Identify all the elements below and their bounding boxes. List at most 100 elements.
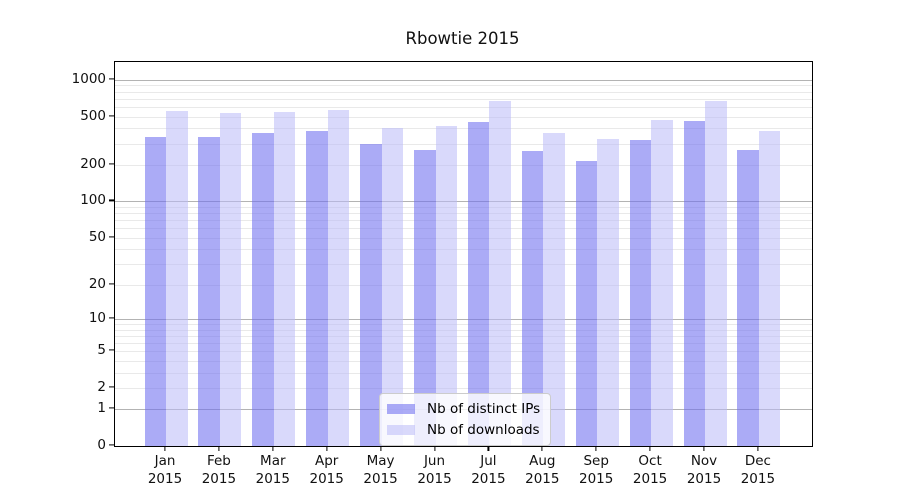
y-tick-mark-500: [109, 114, 114, 117]
bar-ips-aug: [521, 150, 544, 446]
x-tick-month: Dec: [744, 453, 771, 469]
gridline-90: [115, 206, 812, 208]
x-tick-year: 2015: [686, 471, 722, 487]
x-tick-month: Mar: [260, 453, 286, 469]
x-tick-label-apr: Apr 2015: [287, 452, 367, 488]
x-tick-label-sep: Sep 2015: [556, 452, 636, 488]
x-tick-mark-may: [380, 446, 382, 451]
y-tick-mark-20: [109, 283, 114, 285]
y-tick-label-5: 5: [97, 342, 106, 358]
x-tick-mark-apr: [326, 446, 328, 451]
gridline-70: [115, 220, 812, 222]
x-tick-label-may: May 2015: [341, 452, 421, 488]
x-tick-month: Nov: [690, 453, 718, 469]
legend-entry-ips: Nb of distinct IPs: [387, 401, 540, 417]
y-tick-label-0: 0: [97, 437, 106, 453]
gridline-8: [115, 329, 812, 331]
x-tick-mark-nov: [703, 446, 705, 451]
bar-downloads-may: [381, 128, 404, 446]
x-tick-mark-jan: [164, 446, 166, 451]
gridline-1000: [115, 79, 812, 81]
bar-downloads-feb: [219, 113, 242, 446]
y-tick-label-1000: 1000: [71, 70, 106, 87]
x-tick-year: 2015: [471, 471, 506, 487]
gridline-6: [115, 342, 812, 344]
bar-ips-dec: [737, 149, 759, 446]
x-tick-mark-jul: [487, 446, 489, 451]
x-tick-mark-aug: [541, 446, 543, 451]
bar-ips-apr: [306, 131, 328, 446]
y-tick-mark-2: [109, 386, 114, 388]
bar-ips-mar: [252, 133, 274, 446]
bar-ips-may: [360, 144, 382, 446]
gridline-900: [115, 85, 812, 87]
x-tick-month: Jan: [154, 453, 176, 469]
x-tick-year: 2015: [363, 471, 398, 487]
gridline-40: [115, 249, 812, 251]
legend-entry-downloads: Nb of downloads: [387, 422, 540, 438]
legend: Nb of distinct IPs Nb of downloads: [379, 393, 552, 446]
gridline-300: [115, 143, 812, 145]
x-tick-label-oct: Oct 2015: [610, 452, 690, 488]
x-tick-year: 2015: [309, 471, 344, 487]
y-tick-mark-200: [109, 163, 114, 165]
y-tick-label-50: 50: [88, 228, 106, 245]
x-tick-year: 2015: [632, 471, 668, 487]
bar-downloads-apr: [327, 109, 350, 446]
x-tick-year: 2015: [740, 471, 776, 487]
x-tick-year: 2015: [417, 471, 452, 487]
y-tick-mark-0: [109, 444, 114, 446]
gridline-30: [115, 264, 812, 265]
bar-downloads-aug: [543, 133, 565, 446]
gridline-4: [115, 360, 812, 362]
x-tick-label-dec: Dec 2015: [718, 452, 798, 488]
bar-downloads-mar: [273, 111, 296, 446]
gridline-100: [115, 201, 812, 203]
x-tick-month: Jun: [423, 453, 446, 469]
y-tick-label-2: 2: [97, 378, 106, 395]
y-tick-label-100: 100: [80, 192, 106, 209]
chart-title: Rbowtie 2015: [405, 29, 520, 48]
bar-downloads-jan: [166, 110, 188, 446]
x-tick-month: Aug: [529, 453, 556, 469]
y-tick-mark-5: [109, 349, 114, 351]
y-tick-label-200: 200: [80, 155, 106, 172]
x-tick-month: Apr: [315, 453, 339, 469]
bar-downloads-dec: [758, 130, 781, 446]
y-tick-label-500: 500: [80, 107, 106, 124]
x-tick-month: Oct: [638, 453, 662, 469]
bar-ips-feb: [198, 137, 220, 446]
plot-area: Nb of distinct IPs Nb of downloads: [114, 61, 813, 447]
y-tick-mark-50: [109, 236, 114, 238]
x-tick-label-jul: Jul 2015: [448, 452, 528, 488]
x-tick-month: Feb: [206, 453, 231, 469]
y-tick-label-10: 10: [88, 309, 106, 326]
legend-label-downloads: Nb of downloads: [427, 422, 540, 438]
y-tick-label-1: 1: [97, 400, 106, 417]
gridline-600: [115, 106, 812, 108]
gridline-20: [115, 284, 812, 286]
legend-swatch-ips: [387, 404, 415, 414]
gridline-5: [115, 351, 812, 352]
gridline-700: [115, 98, 812, 100]
y-tick-mark-10: [109, 317, 114, 319]
x-tick-label-aug: Aug 2015: [502, 452, 582, 488]
gridline-500: [115, 116, 812, 118]
x-tick-label-mar: Mar 2015: [233, 452, 313, 488]
x-tick-month: May: [366, 453, 395, 469]
gridline-200: [115, 164, 812, 166]
gridline-7: [115, 335, 812, 337]
bar-downloads-sep: [597, 139, 619, 446]
x-tick-month: Jul: [480, 453, 497, 469]
bar-downloads-nov: [705, 101, 727, 446]
bar-ips-jun: [414, 149, 436, 446]
gridline-400: [115, 128, 812, 130]
gridline-10: [115, 318, 812, 320]
x-tick-label-jun: Jun 2015: [395, 452, 475, 488]
bar-downloads-jul: [489, 100, 511, 446]
x-tick-mark-mar: [272, 446, 274, 451]
x-tick-year: 2015: [579, 471, 614, 487]
gridline-80: [115, 213, 812, 215]
x-tick-mark-feb: [218, 446, 220, 451]
